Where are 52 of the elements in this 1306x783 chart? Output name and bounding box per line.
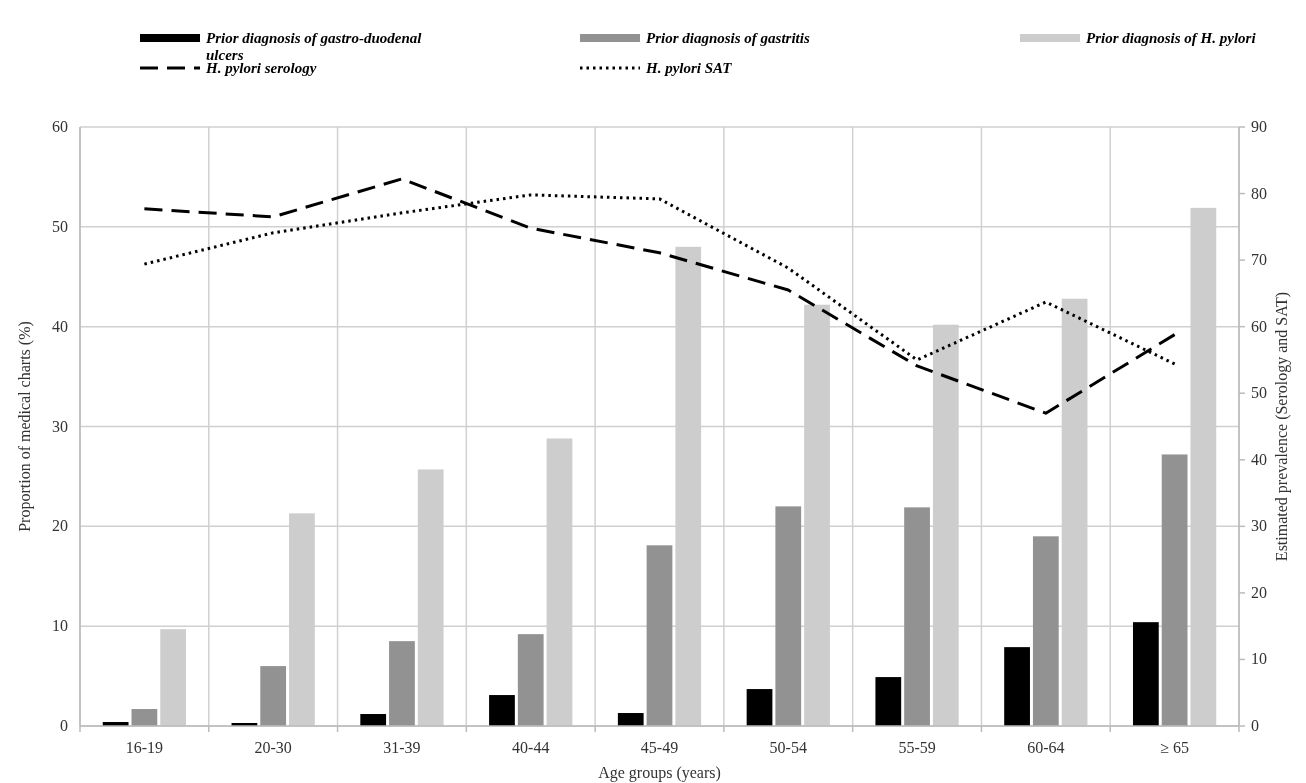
bar bbox=[389, 641, 415, 726]
legend-label: H. pylori serology bbox=[205, 60, 317, 76]
y2-tick-label: 80 bbox=[1251, 184, 1267, 202]
bar bbox=[646, 545, 673, 726]
y2-tick-label: 90 bbox=[1251, 118, 1267, 135]
x-tick-label: ≥ 65 bbox=[1160, 739, 1189, 756]
y2-tick-label: 60 bbox=[1251, 317, 1267, 335]
x-tick-label: 45-49 bbox=[640, 739, 679, 756]
bar bbox=[360, 714, 387, 726]
y2-tick-label: 50 bbox=[1251, 384, 1267, 402]
bar bbox=[131, 709, 158, 726]
y-tick-label: 50 bbox=[52, 217, 68, 235]
bar bbox=[160, 629, 187, 726]
y-tick-label: 10 bbox=[52, 617, 68, 635]
x-tick-label: 60-64 bbox=[1027, 739, 1065, 756]
legend-label: Prior diagnosis of gastritis bbox=[646, 30, 810, 46]
x-axis-title: Age groups (years) bbox=[598, 764, 721, 782]
y2-tick-label: 30 bbox=[1251, 517, 1267, 535]
y2-tick-label: 70 bbox=[1251, 251, 1267, 269]
bar bbox=[904, 507, 930, 726]
x-tick-label: 31-39 bbox=[383, 739, 421, 756]
x-tick-label: 55-59 bbox=[898, 739, 936, 756]
y2-tick-label: 40 bbox=[1251, 450, 1267, 468]
legend-label: Prior diagnosis of H. pylori bbox=[1086, 30, 1257, 46]
y-axis-title: Proportion of medical charts (%) bbox=[16, 321, 34, 532]
bar bbox=[1132, 622, 1159, 726]
y-tick-label: 60 bbox=[52, 118, 68, 135]
bar bbox=[1161, 454, 1188, 726]
x-tick-label: 16-19 bbox=[125, 739, 164, 756]
bar bbox=[875, 677, 902, 726]
legend-label: H. pylori SAT bbox=[645, 60, 733, 76]
y2-axis-title: Estimated prevalence (Serology and SAT) bbox=[1273, 291, 1291, 562]
bar bbox=[1004, 647, 1030, 726]
y2-tick-label: 20 bbox=[1251, 583, 1267, 601]
legend-label: Prior diagnosis of gastro-duodenal ulcers bbox=[206, 30, 423, 63]
bar bbox=[517, 634, 544, 726]
x-tick-label: 20-30 bbox=[254, 739, 292, 756]
y2-tick-label: 0 bbox=[1251, 717, 1259, 734]
y-tick-label: 30 bbox=[52, 417, 68, 435]
y-tick-label: 0 bbox=[60, 717, 68, 734]
bar bbox=[746, 689, 773, 726]
bar bbox=[489, 695, 515, 726]
y2-tick-label: 10 bbox=[1251, 650, 1267, 668]
x-tick-label: 40-44 bbox=[512, 739, 550, 756]
y-tick-label: 40 bbox=[52, 317, 68, 335]
bar bbox=[260, 666, 287, 726]
line-series bbox=[142, 177, 1177, 415]
y-tick-label: 20 bbox=[52, 517, 68, 535]
x-tick-label: 50-54 bbox=[769, 739, 807, 756]
bar bbox=[617, 713, 644, 726]
bar bbox=[1032, 536, 1059, 726]
bar bbox=[775, 506, 802, 726]
